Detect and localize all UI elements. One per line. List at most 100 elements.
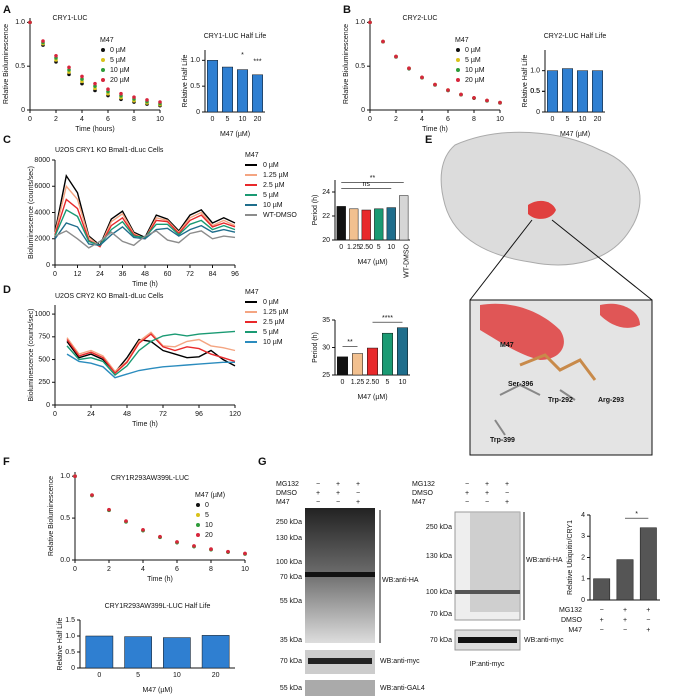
data-point [41, 39, 45, 43]
x-tick-label: 48 [141, 271, 149, 278]
data-point [446, 88, 450, 92]
y-axis-label: Bioluminescence (counts/sec) [28, 309, 35, 402]
blot-gal4 [305, 680, 375, 696]
x-axis-label: Time (hours) [75, 126, 114, 133]
x-tick-label: 20 [254, 116, 262, 123]
x-tick-label: 10 [496, 116, 504, 123]
mw-marker: 130 kDa [276, 535, 302, 542]
y-tick-label: 1.0 [60, 473, 70, 480]
x-tick-label: 2.50 [359, 244, 373, 251]
bar [124, 636, 152, 669]
x-axis-label: M47 (µM) [220, 131, 250, 138]
x-axis-label: M47 (µM) [560, 131, 590, 138]
x-tick-label: 2.50 [366, 379, 380, 386]
mw-marker: 55 kDa [280, 598, 302, 605]
y-tick-label: 35 [322, 317, 330, 324]
annotation: *** [253, 58, 261, 65]
treatment-sign: + [485, 481, 489, 488]
condition-name: M47 [568, 627, 582, 634]
treatment-sign: − [356, 490, 360, 497]
x-tick-label: 0 [73, 566, 77, 573]
legend-label: 2.5 µM [263, 182, 285, 189]
data-point [107, 507, 111, 512]
chart-title: U2OS CRY1 KO Bmal1-dLuc Cells [55, 147, 164, 154]
y-tick-label: 2 [581, 554, 585, 561]
annotation: * [635, 511, 638, 518]
blot-label: IP:anti-myc [469, 661, 505, 668]
data-point [80, 74, 84, 79]
legend-label: 1.25 µM [263, 309, 289, 316]
treatment-sign: + [336, 490, 340, 497]
x-tick-label: 0 [368, 116, 372, 123]
mw-marker: 70 kDa [430, 611, 452, 618]
treatment-sign: + [316, 490, 320, 497]
structure-panel [440, 131, 653, 456]
legend-marker [456, 68, 460, 72]
x-axis-label: M47 (µM) [357, 259, 387, 266]
x-tick-label: 0 [53, 411, 57, 418]
y-tick-label: 0 [581, 597, 585, 604]
mw-marker: 55 kDa [280, 685, 302, 692]
condition-sign: − [600, 607, 604, 614]
y-tick-label: 0.5 [15, 63, 25, 70]
y-tick-label: 0 [71, 665, 75, 672]
treatment-sign: + [485, 490, 489, 497]
bar [397, 327, 408, 376]
x-tick-label: 60 [164, 271, 172, 278]
bar [547, 70, 558, 113]
y-tick-label: 1.0 [355, 19, 365, 26]
y-tick-label: 0.5 [355, 63, 365, 70]
x-tick-label: 4 [420, 116, 424, 123]
legend-marker [101, 58, 105, 62]
series-line [66, 330, 236, 376]
y-tick-label: 1000 [34, 311, 50, 318]
x-tick-label: 1.25 [351, 379, 365, 386]
x-tick-label: 5 [386, 379, 390, 386]
series-line [66, 331, 236, 373]
blot-label: WB:anti-GAL4 [380, 685, 425, 692]
treatment-sign: + [356, 481, 360, 488]
data-point [106, 87, 110, 92]
mw-marker: 70 kDa [280, 574, 302, 581]
x-tick-label: 96 [195, 411, 203, 418]
x-tick-label: 5 [136, 672, 140, 679]
y-tick-label: 1.0 [530, 68, 540, 75]
y-axis-label: Relative Bioluminescence [343, 24, 350, 104]
mw-marker: 35 kDa [280, 637, 302, 644]
blot-label: WB:anti-myc [524, 637, 564, 644]
condition-sign: + [646, 627, 650, 634]
x-tick-label: 10 [387, 244, 395, 251]
x-tick-label: 4 [141, 566, 145, 573]
x-tick-label: 0 [53, 271, 57, 278]
y-axis-label: Relative Ubiquitin/CRY1 [567, 520, 574, 595]
treatment-name: MG132 [276, 481, 299, 488]
data-point [119, 91, 123, 96]
x-axis-label: Time (h) [422, 126, 448, 133]
legend-label: 10 µM [263, 339, 283, 346]
binding-pocket [528, 200, 556, 219]
legend-marker [196, 503, 200, 507]
mw-marker: 130 kDa [426, 553, 452, 560]
y-tick-label: 0.5 [65, 649, 75, 656]
chart-title: U2OS CRY2 KO Bmal1-dLuc Cells [55, 293, 164, 300]
legend-marker [101, 48, 105, 52]
data-point [80, 77, 84, 81]
bar [639, 527, 657, 601]
smear [470, 512, 520, 612]
legend-label: 10 µM [110, 67, 130, 74]
x-tick-label: 2 [107, 566, 111, 573]
panel-label: G [258, 456, 267, 468]
y-tick-label: 4 [581, 512, 585, 519]
mw-marker: 100 kDa [426, 589, 452, 596]
legend-label: 1.25 µM [263, 172, 289, 179]
x-axis-label: Time (h) [132, 421, 158, 428]
legend-label: 20 µM [110, 77, 130, 84]
x-tick-label: 6 [106, 116, 110, 123]
x-tick-label: 10 [239, 116, 247, 123]
x-tick-label: 5 [377, 244, 381, 251]
bar [399, 195, 409, 241]
x-tick-label: 24 [87, 411, 95, 418]
y-axis-label: Relative Half Life [57, 617, 64, 670]
legend-title: M47 [245, 152, 259, 159]
